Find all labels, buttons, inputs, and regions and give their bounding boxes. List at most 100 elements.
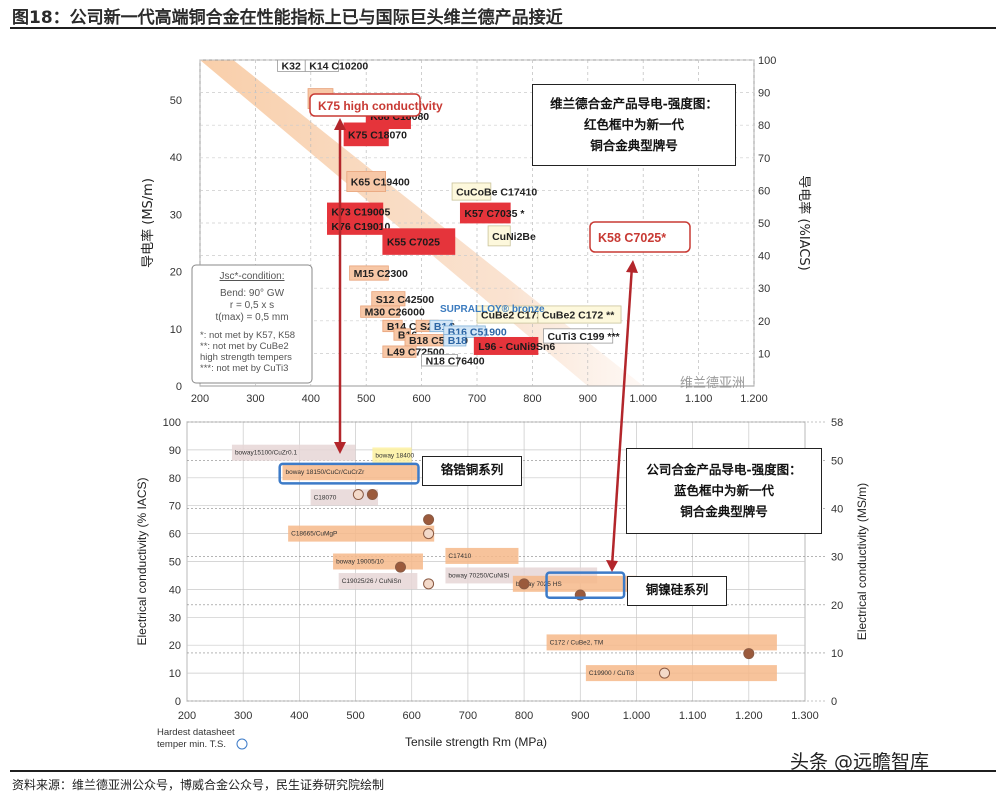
wieland-box: [543, 328, 614, 344]
bottom-y-tick-left: 10: [169, 668, 181, 680]
top-y-tick-right: 100: [758, 55, 776, 67]
bottom-y-label-left: Electrical conductivity (% IACS): [135, 477, 149, 645]
wieland-box-label: M30 C26000: [365, 307, 425, 319]
wieland-box: [382, 228, 456, 255]
bottom-y-tick-left: 80: [169, 473, 181, 485]
bottom-legend-marker: [236, 738, 248, 750]
boway-bar: [231, 444, 356, 461]
top-y-tick-right: 80: [758, 120, 770, 132]
top-callout: 维兰德合金产品导电-强度图： 红色框中为新一代 铜合金典型牌号: [532, 84, 736, 166]
bottom-x-tick: 900: [571, 710, 589, 722]
wieland-box: [459, 202, 511, 224]
top-y-tick-right: 50: [758, 218, 770, 230]
legend-title: Jsc*-condition:: [219, 271, 284, 282]
legend-note: *: not met by K57, K58: [200, 330, 295, 341]
bottom-callout-line2: 蓝色框中为新一代: [673, 483, 774, 498]
boway-bar: [445, 547, 519, 564]
wieland-box-label: N18 C76400: [426, 355, 485, 367]
wieland-box-label: K32: [282, 61, 301, 73]
wieland-box: [349, 265, 389, 281]
boway-bar-label: boway 7025 HS: [516, 581, 563, 588]
boway-point: [423, 528, 435, 540]
footer-rule: [10, 770, 996, 772]
boway-point: [366, 489, 378, 501]
crzr-highlight-box: [278, 462, 420, 485]
top-y-tick-left: 50: [170, 95, 182, 107]
top-y-label-left: 导电率 (MS/m): [140, 178, 156, 268]
wieland-box-label: K55 C7025: [387, 237, 440, 249]
legend-note: ***: not met by CuTi3: [200, 363, 288, 374]
wieland-box-label: CuTi3 C199 ***: [547, 331, 620, 343]
top-x-tick: 500: [357, 393, 375, 405]
top-y-tick-right: 60: [758, 185, 770, 197]
bottom-x-tick: 1.000: [623, 710, 651, 722]
legend-note: high strength tempers: [200, 352, 292, 363]
bottom-y-tick-left: 40: [169, 584, 181, 596]
wieland-box-label: CuBe2 C172: [481, 310, 542, 322]
boway-bar-label: C19900 / CuTi3: [589, 670, 635, 677]
wieland-box: [451, 182, 492, 201]
wieland-box-label: CuCoBe C17410: [456, 187, 537, 199]
arrow-k58-head-down: [606, 560, 618, 572]
top-y-tick-right: 40: [758, 251, 770, 263]
wieland-box-label: B18: [448, 335, 467, 347]
legend-note: **: not met by CuBe2: [200, 341, 289, 352]
wieland-box-label: K57 C7035 *: [464, 208, 525, 220]
wieland-box: [304, 59, 339, 72]
wieland-box-label: M15 C2300: [354, 268, 408, 280]
bottom-x-tick: 1.100: [679, 710, 707, 722]
top-y-tick-left: 30: [170, 209, 182, 221]
bottom-x-tick: 300: [234, 710, 252, 722]
wieland-box: [487, 225, 511, 247]
bottom-callout-line1: 公司合金产品导电-强度图：: [646, 462, 802, 477]
top-x-tick: 900: [579, 393, 597, 405]
boway-bar-label: C18665/CuMgP: [291, 531, 337, 538]
bottom-x-tick: 500: [346, 710, 364, 722]
bottom-y-tick-left: 100: [163, 417, 181, 429]
bottom-x-tick: 700: [459, 710, 477, 722]
top-y-tick-left: 0: [176, 381, 182, 393]
boway-bar-label: boway 70250/CuNiSi: [448, 572, 509, 579]
wieland-box-label: K76 C19010: [331, 221, 390, 233]
wieland-box: [537, 305, 622, 324]
bottom-y-tick-right: 10: [831, 648, 843, 660]
boway-bar-label: boway15100/CuZr0.1: [235, 450, 298, 457]
top-callout-line1: 维兰德合金产品导电-强度图：: [550, 96, 718, 111]
boway-point: [394, 561, 406, 573]
boway-bar: [372, 447, 412, 464]
bottom-y-tick-right: 40: [831, 504, 843, 516]
bottom-y-tick-right: 50: [831, 455, 843, 467]
boway-bar-label: C17410: [448, 553, 471, 560]
wieland-box: [360, 305, 400, 318]
boway-bar-label: boway 18400: [375, 452, 414, 459]
wieland-box-label: K65 C19400: [351, 177, 410, 189]
bottom-y-tick-left: 90: [169, 445, 181, 457]
arrow-k58-head-up: [626, 260, 638, 273]
bottom-y-tick-left: 50: [169, 557, 181, 569]
watermark-small: 维兰德亚洲: [680, 376, 746, 391]
wieland-box: [343, 122, 389, 147]
boway-bar-label: boway 19005/10: [336, 559, 384, 566]
bottom-x-tick: 600: [403, 710, 421, 722]
wieland-box: [443, 334, 467, 347]
k58-highlight-label: K58 C7025*: [598, 231, 666, 245]
boway-bar: [512, 575, 637, 592]
wieland-box-label: K14 C10200: [309, 61, 368, 73]
bottom-callout-line3: 铜合金典型牌号: [680, 504, 768, 519]
boway-bar-label: boway 18150/CuCr/CuCrZr: [286, 469, 366, 476]
boway-point: [743, 648, 755, 660]
top-x-tick: 800: [523, 393, 541, 405]
legend-line: Bend: 90° GW: [220, 288, 285, 299]
top-y-tick-right: 10: [758, 348, 770, 360]
bottom-x-tick: 800: [515, 710, 533, 722]
wieland-box: [421, 354, 459, 367]
bottom-y-tick-right: 30: [831, 552, 843, 564]
top-x-tick: 600: [412, 393, 430, 405]
bottom-y-tick-right: 58: [831, 417, 843, 429]
wieland-box-label: K73 C19005: [331, 207, 390, 219]
k75-highlight-box: [309, 93, 421, 117]
top-x-tick: 400: [302, 393, 320, 405]
boway-bar: [288, 525, 435, 542]
bottom-y-tick-left: 70: [169, 501, 181, 513]
top-x-tick: 1.100: [685, 393, 713, 405]
